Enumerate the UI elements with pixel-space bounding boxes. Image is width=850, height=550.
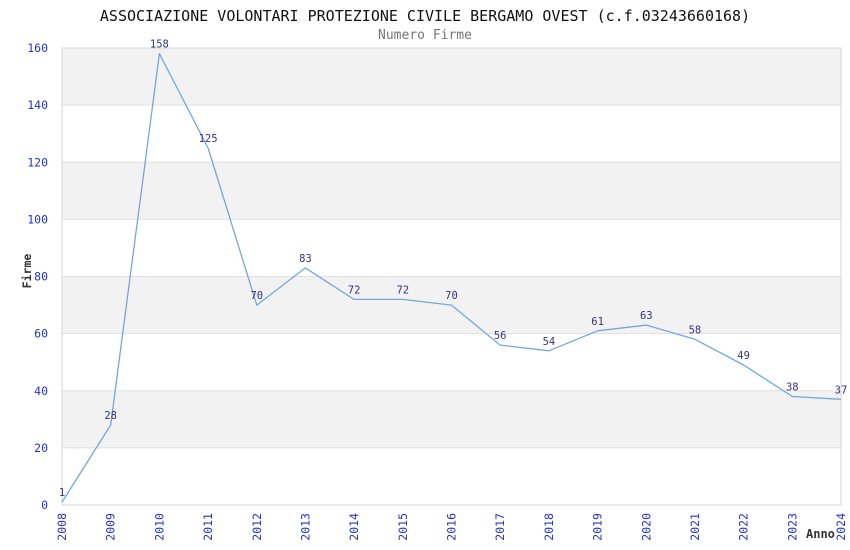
y-tick-label: 60 [34,327,48,341]
data-label: 61 [591,316,604,328]
x-tick-label: 2013 [298,513,312,541]
y-tick-label: 100 [27,212,48,226]
data-label: 56 [494,330,507,342]
x-tick-label: 2022 [737,513,751,541]
data-label: 54 [543,336,556,348]
chart-title: ASSOCIAZIONE VOLONTARI PROTEZIONE CIVILE… [99,7,751,25]
x-tick-label: 2023 [785,513,799,541]
data-label: 58 [689,324,702,336]
data-label: 49 [737,350,750,362]
data-label: 70 [445,290,458,302]
y-tick-label: 140 [27,98,48,112]
x-tick-label: 2008 [55,513,69,541]
plot-border [61,47,842,506]
x-tick-label: 2011 [201,513,215,541]
plot-band [62,390,841,448]
data-label: 72 [348,284,361,296]
y-tick-label: 20 [34,441,48,455]
y-tick-label: 40 [34,384,48,398]
plot-band [62,162,841,220]
data-label: 38 [786,382,799,394]
y-tick-label: 120 [27,155,48,169]
x-tick-label: 2014 [347,513,361,541]
chart-subtitle: Numero Firme [378,28,472,43]
x-tick-label: 2015 [396,513,410,541]
x-axis-title: Anno [806,527,835,541]
x-tick-label: 2016 [445,513,459,541]
x-tick-label: 2024 [834,513,848,541]
data-label: 37 [835,384,848,396]
data-label: 28 [104,410,117,422]
plot-band [62,48,841,106]
y-tick-label: 80 [34,270,48,284]
data-label: 1 [59,487,65,499]
x-tick-label: 2010 [152,513,166,541]
data-label: 70 [250,290,263,302]
y-tick-label: 160 [27,41,48,55]
data-label: 158 [150,39,169,51]
data-label: 63 [640,310,653,322]
x-tick-label: 2012 [250,513,264,541]
data-label: 125 [199,133,218,145]
series-line [61,53,842,503]
data-label: 72 [396,284,409,296]
x-tick-label: 2021 [688,513,702,541]
x-tick-label: 2009 [104,513,118,541]
data-label: 83 [299,253,312,265]
x-tick-label: 2018 [542,513,556,541]
x-tick-label: 2019 [591,513,605,541]
y-tick-label: 0 [41,498,48,512]
x-tick-label: 2017 [493,513,507,541]
x-tick-label: 2020 [639,513,653,541]
